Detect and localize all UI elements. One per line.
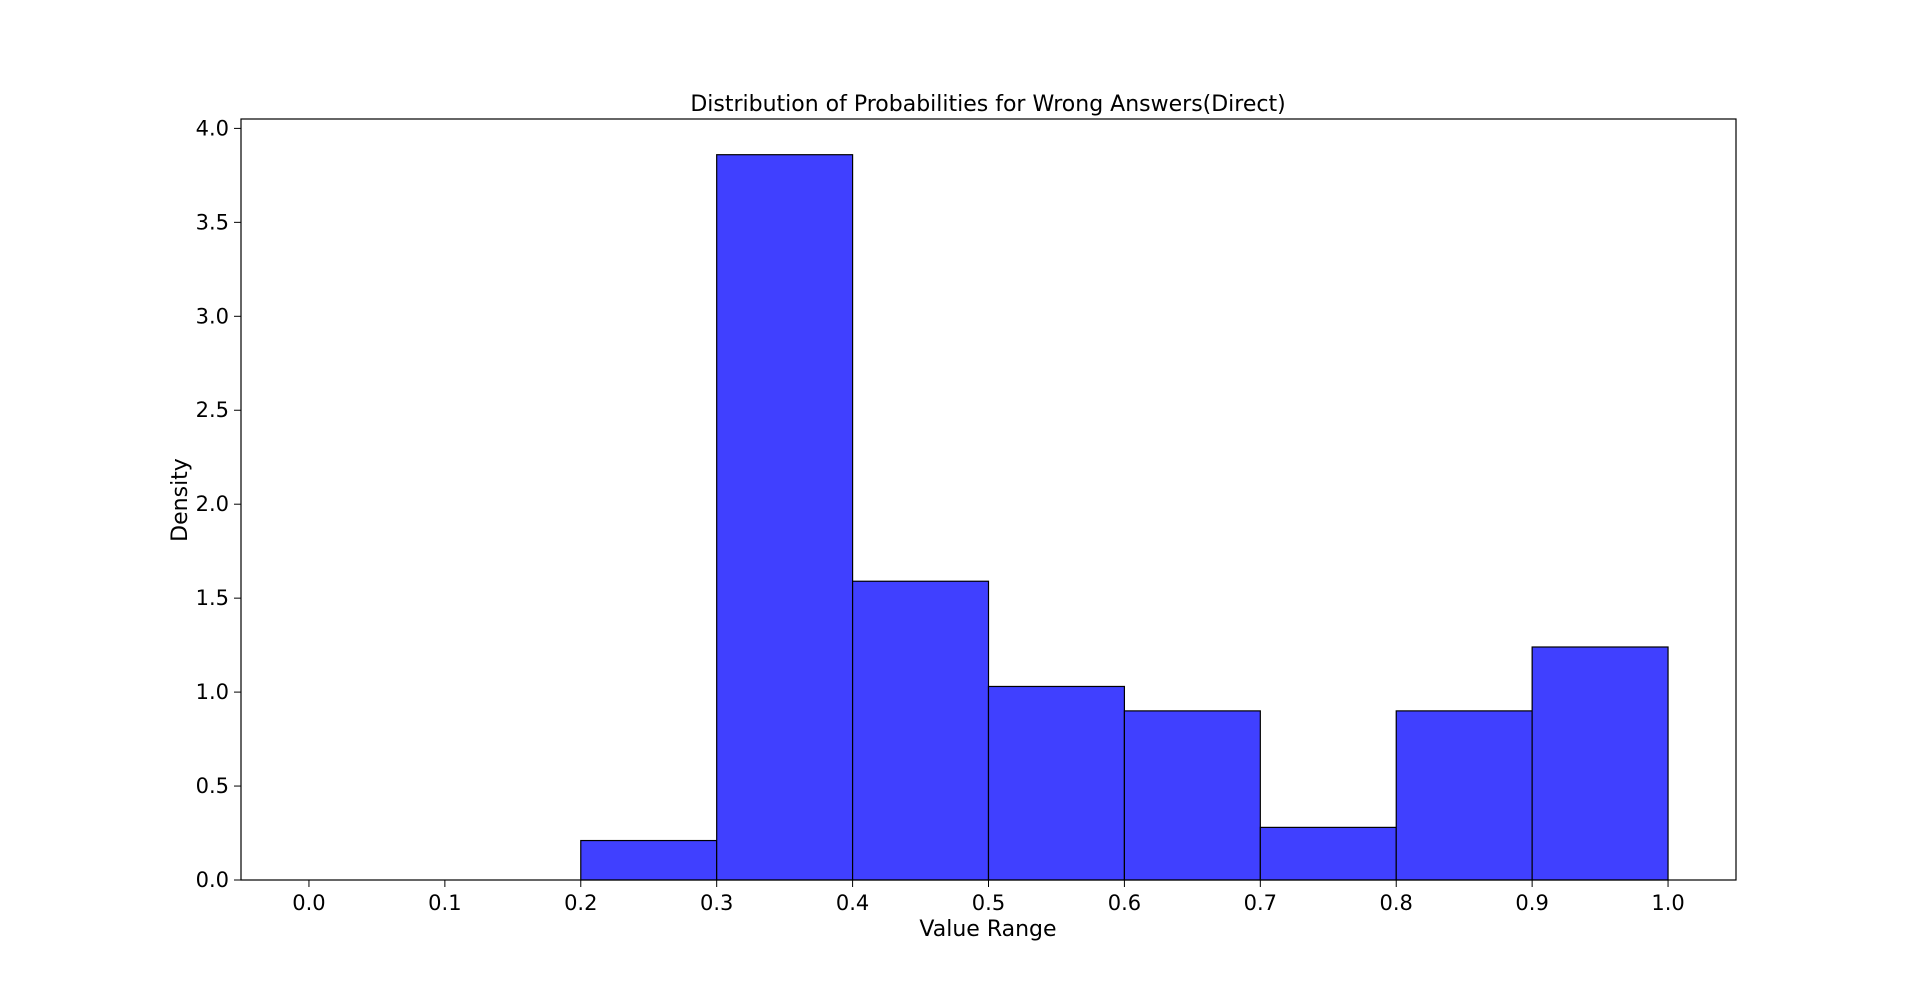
x-tick-label: 0.8 (1380, 891, 1413, 915)
x-tick-label: 0.0 (292, 891, 325, 915)
y-tick-label: 0.0 (196, 868, 229, 892)
y-tick-label: 0.5 (196, 774, 229, 798)
histogram-bar (1395, 710, 1533, 881)
histogram-bar (987, 685, 1126, 881)
x-axis: 0.0 0.1 0.2 0.3 0.4 0.5 0.6 0.7 0.8 0.9 1.0 (292, 880, 1685, 915)
x-tick-label: 1.0 (1651, 891, 1684, 915)
y-tick-label: 4.0 (196, 116, 229, 140)
histogram-bar (1259, 826, 1397, 881)
histogram-bar (1531, 646, 1669, 881)
y-tick-label: 1.5 (196, 586, 229, 610)
histogram-bar (851, 580, 990, 881)
bars-group (580, 154, 1669, 881)
x-tick-label: 0.5 (972, 891, 1005, 915)
y-tick-label: 3.0 (196, 304, 229, 328)
x-tick-label: 0.2 (564, 891, 597, 915)
x-axis-label: Value Range (919, 917, 1056, 942)
x-tick-label: 0.9 (1515, 891, 1548, 915)
y-axis: 0.0 0.5 1.0 1.5 2.0 2.5 3.0 3.5 4.0 (196, 116, 241, 892)
x-tick-label: 0.7 (1244, 891, 1277, 915)
x-tick-label: 0.1 (428, 891, 461, 915)
chart-title: Distribution of Probabilities for Wrong … (690, 92, 1285, 117)
x-tick-label: 0.4 (836, 891, 869, 915)
y-tick-label: 3.5 (196, 210, 229, 234)
y-tick-label: 2.5 (196, 398, 229, 422)
histogram-bar (580, 839, 718, 881)
histogram-bar (716, 154, 854, 881)
histogram-bar (1123, 710, 1261, 881)
y-axis-label: Density (168, 458, 193, 542)
x-tick-label: 0.6 (1108, 891, 1141, 915)
x-tick-label: 0.3 (700, 891, 733, 915)
y-tick-label: 1.0 (196, 680, 229, 704)
y-tick-label: 2.0 (196, 492, 229, 516)
